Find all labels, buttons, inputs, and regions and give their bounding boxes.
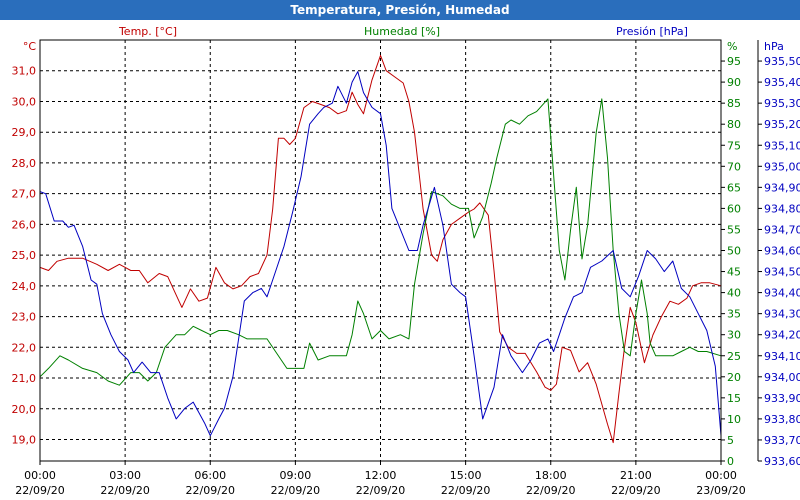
hum-tick-label: 10 bbox=[727, 413, 741, 426]
x-tick-time: 15:00 bbox=[450, 469, 482, 482]
hum-tick-label: 65 bbox=[727, 181, 741, 194]
pres-tick-label: 935,10 bbox=[764, 139, 800, 152]
pres-tick-label: 934,90 bbox=[764, 181, 800, 194]
pres-tick-label: 935,40 bbox=[764, 76, 800, 89]
pres-tick-label: 934,70 bbox=[764, 223, 800, 236]
x-tick-date: 22/09/20 bbox=[100, 484, 149, 497]
pres-tick-label: 934,80 bbox=[764, 202, 800, 215]
hum-tick-label: 30 bbox=[727, 329, 741, 342]
hum-tick-label: 20 bbox=[727, 371, 741, 384]
x-tick-date: 22/09/20 bbox=[356, 484, 405, 497]
pres-tick-label: 934,60 bbox=[764, 245, 800, 258]
pres-tick-label: 934,00 bbox=[764, 371, 800, 384]
temp-tick-label: 24,0 bbox=[12, 280, 37, 293]
hum-unit-label: % bbox=[727, 40, 737, 53]
temp-tick-label: 20,0 bbox=[12, 403, 37, 416]
x-tick-time: 18:00 bbox=[535, 469, 567, 482]
temp-tick-label: 23,0 bbox=[12, 311, 37, 324]
x-tick-time: 09:00 bbox=[280, 469, 312, 482]
pres-tick-label: 935,20 bbox=[764, 118, 800, 131]
temp-tick-label: 21,0 bbox=[12, 372, 37, 385]
temp-tick-label: 30,0 bbox=[12, 95, 37, 108]
pres-tick-label: 933,90 bbox=[764, 392, 800, 405]
x-tick-time: 06:00 bbox=[194, 469, 226, 482]
hum-tick-label: 60 bbox=[727, 202, 741, 215]
x-tick-date: 22/09/20 bbox=[15, 484, 64, 497]
temp-tick-label: 22,0 bbox=[12, 341, 37, 354]
x-tick-time: 12:00 bbox=[365, 469, 397, 482]
hum-tick-label: 40 bbox=[727, 287, 741, 300]
series-line-pres bbox=[39, 71, 722, 437]
axes: 00:00 22/09/20 03:00 22/09/20 06:00 22/09/20 0… bbox=[12, 25, 800, 497]
x-tick-date: 22/09/20 bbox=[611, 484, 660, 497]
pres-tick-label: 934,10 bbox=[764, 350, 800, 363]
pres-tick-label: 934,20 bbox=[764, 329, 800, 342]
x-tick-date: 23/09/20 bbox=[696, 484, 745, 497]
temp-unit-label: °C bbox=[23, 40, 37, 53]
x-tick-date: 22/09/20 bbox=[186, 484, 235, 497]
temp-tick-label: 29,0 bbox=[12, 126, 37, 139]
temp-tick-label: 28,0 bbox=[12, 157, 37, 170]
hum-tick-label: 50 bbox=[727, 245, 741, 258]
pres-tick-label: 935,50 bbox=[764, 55, 800, 68]
hum-tick-label: 5 bbox=[727, 434, 734, 447]
hum-tick-label: 25 bbox=[727, 350, 741, 363]
pres-tick-label: 935,00 bbox=[764, 160, 800, 173]
hum-tick-label: 85 bbox=[727, 97, 741, 110]
hum-tick-label: 35 bbox=[727, 308, 741, 321]
hum-tick-label: 95 bbox=[727, 55, 741, 68]
grid bbox=[40, 40, 721, 461]
pres-tick-label: 933,60 bbox=[764, 455, 800, 468]
hum-tick-label: 70 bbox=[727, 160, 741, 173]
x-tick-date: 22/09/20 bbox=[441, 484, 490, 497]
pres-tick-label: 935,30 bbox=[764, 97, 800, 110]
hum-tick-label: 75 bbox=[727, 139, 741, 152]
temp-tick-label: 26,0 bbox=[12, 218, 37, 231]
pres-axis-label: Presión [hPa] bbox=[616, 25, 688, 38]
series-line-hum bbox=[39, 98, 722, 386]
pres-tick-label: 934,30 bbox=[764, 308, 800, 321]
temp-axis-label: Temp. [°C] bbox=[118, 25, 177, 38]
temp-tick-label: 25,0 bbox=[12, 249, 37, 262]
hum-tick-label: 45 bbox=[727, 266, 741, 279]
temp-tick-label: 19,0 bbox=[12, 433, 37, 446]
hum-tick-label: 80 bbox=[727, 118, 741, 131]
x-tick-time: 03:00 bbox=[109, 469, 141, 482]
series-line-temp bbox=[39, 54, 722, 444]
pres-tick-label: 933,80 bbox=[764, 413, 800, 426]
hum-tick-label: 0 bbox=[727, 455, 734, 468]
temp-tick-label: 27,0 bbox=[12, 188, 37, 201]
x-tick-date: 22/09/20 bbox=[526, 484, 575, 497]
hum-axis-label: Humedad [%] bbox=[364, 25, 440, 38]
temp-tick-label: 31,0 bbox=[12, 65, 37, 78]
hum-tick-label: 55 bbox=[727, 223, 741, 236]
x-tick-time: 00:00 bbox=[705, 469, 737, 482]
hum-tick-label: 90 bbox=[727, 76, 741, 89]
pres-tick-label: 934,50 bbox=[764, 266, 800, 279]
pres-tick-label: 933,70 bbox=[764, 434, 800, 447]
chart-title: Temperatura, Presión, Humedad bbox=[0, 0, 800, 20]
x-tick-time: 00:00 bbox=[24, 469, 56, 482]
x-tick-date: 22/09/20 bbox=[271, 484, 320, 497]
series-lines bbox=[39, 54, 722, 444]
x-tick-time: 21:00 bbox=[620, 469, 652, 482]
pres-tick-label: 934,40 bbox=[764, 287, 800, 300]
hum-tick-label: 15 bbox=[727, 392, 741, 405]
pres-unit-label: hPa bbox=[764, 40, 784, 53]
